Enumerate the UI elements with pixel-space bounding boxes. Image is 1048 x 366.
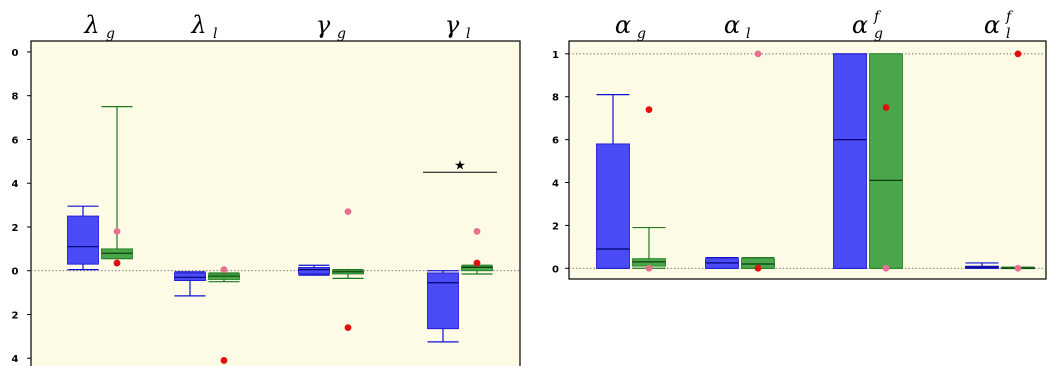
category-subscript: l [213,26,217,42]
outlier-point [645,264,653,272]
y-tick-label: 0 [12,48,19,59]
category-label: λ [83,11,99,39]
y-tick-label: 0 [552,264,559,275]
outlier-point [220,357,228,364]
outlier-point [473,227,481,235]
outlier-point [113,259,121,267]
y-tick-label: 4 [552,179,559,190]
y-tick-label: 4 [12,179,19,190]
box [869,53,903,269]
y-tick-label: 4 [12,354,19,365]
category-subscript: l [466,26,470,42]
outlier-point [1014,264,1022,272]
outlier-point [754,264,762,272]
category-label: λ [190,11,206,39]
category-label: α [852,11,868,39]
y-tick-label: 6 [12,135,19,146]
outlier-point [882,104,890,111]
y-tick-label: 8 [552,93,559,104]
category-superscript: f [1005,9,1014,25]
outlier-point [220,266,228,274]
category-subscript: l [1006,26,1010,42]
outlier-point [473,259,481,267]
y-tick-label: 2 [552,221,559,232]
box [833,53,867,269]
outlier-point [113,227,121,235]
box [67,215,99,265]
category-label: α [615,11,631,39]
category-subscript: l [746,26,750,42]
outlier-point [645,106,653,114]
y-tick-label: 1 [552,50,559,61]
significance-star: ★ [454,158,466,173]
category-label: α [984,11,1000,39]
y-tick-label: 2 [12,310,19,321]
y-tick-label: 2 [12,223,19,234]
category-subscript: g [106,26,115,42]
category-subscript: g [637,26,646,42]
box [596,143,630,269]
plot-area [568,40,1047,280]
category-label: γ [445,11,460,39]
category-label: γ [316,11,331,39]
outlier-point [1014,50,1022,58]
category-superscript: f [873,9,882,25]
category-subscript: g [874,26,883,42]
box [427,272,459,330]
y-tick-label: 8 [12,92,19,103]
category-label: α [724,11,740,39]
box [298,267,330,275]
outlier-point [344,208,352,216]
category-subscript: g [337,26,346,42]
outlier-point [344,324,352,332]
y-tick-label: 0 [12,267,19,278]
y-tick-label: 6 [552,136,559,147]
outlier-point [882,264,890,272]
outlier-point [754,50,762,58]
